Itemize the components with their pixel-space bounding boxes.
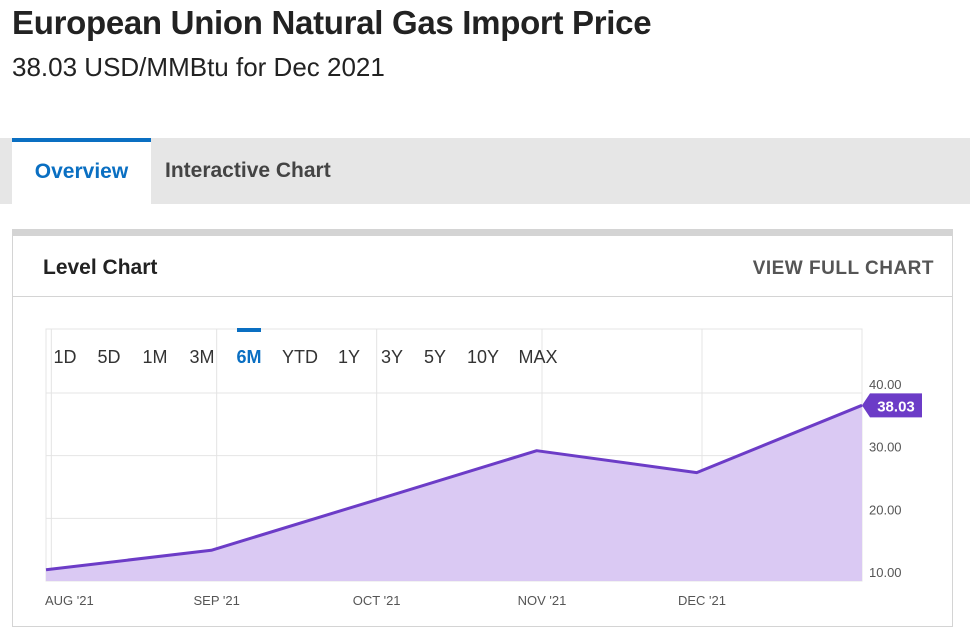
card-title: Level Chart	[43, 256, 158, 279]
range-button-max[interactable]: MAX	[518, 347, 557, 367]
range-button-1d[interactable]: 1D	[53, 347, 76, 367]
page-subtitle: 38.03 USD/MMBtu for Dec 2021	[12, 52, 385, 82]
series-area	[46, 405, 862, 581]
view-full-chart-link[interactable]: VIEW FULL CHART	[752, 258, 934, 279]
range-button-5d[interactable]: 5D	[97, 347, 120, 367]
y-tick-label: 30.00	[869, 440, 902, 455]
tab-interactive-chart[interactable]: Interactive Chart	[165, 159, 331, 182]
x-tick-label: DEC '21	[678, 593, 726, 608]
y-tick-label: 20.00	[869, 502, 902, 517]
y-tick-label: 10.00	[869, 565, 902, 580]
x-tick-label: AUG '21	[45, 593, 94, 608]
tab-bar: Overview Interactive Chart	[0, 138, 970, 204]
range-button-10y[interactable]: 10Y	[467, 347, 499, 367]
last-value-badge	[862, 393, 922, 418]
tab-overview[interactable]: Overview	[12, 138, 151, 204]
x-tick-label: OCT '21	[353, 593, 401, 608]
page-title: European Union Natural Gas Import Price	[12, 4, 652, 41]
range-button-active-indicator	[237, 328, 261, 332]
range-button-ytd[interactable]: YTD	[282, 347, 318, 367]
range-button-5y[interactable]: 5Y	[424, 347, 446, 367]
last-value-label: 38.03	[877, 398, 915, 415]
range-button-1y[interactable]: 1Y	[338, 347, 360, 367]
range-button-3m[interactable]: 3M	[189, 347, 214, 367]
range-button-1m[interactable]: 1M	[142, 347, 167, 367]
card-header: Level Chart VIEW FULL CHART	[13, 236, 952, 297]
x-tick-label: SEP '21	[193, 593, 239, 608]
series-line	[45, 403, 863, 572]
range-button-3y[interactable]: 3Y	[381, 347, 403, 367]
range-button-6m[interactable]: 6M	[236, 347, 261, 367]
y-tick-label: 40.00	[869, 377, 902, 392]
x-tick-label: NOV '21	[518, 593, 567, 608]
